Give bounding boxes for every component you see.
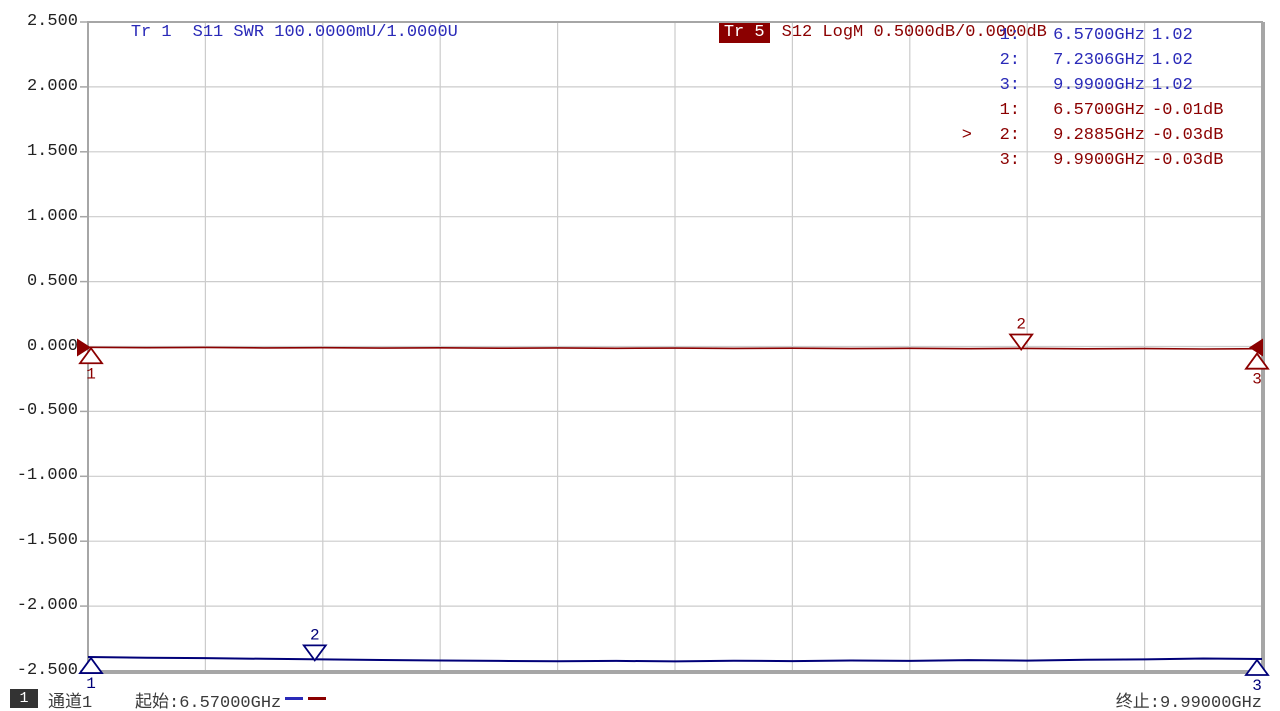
readout-pre: > — [961, 126, 972, 145]
y-axis-tick-label: 2.500 — [26, 12, 78, 31]
y-axis-tick-label: -1.500 — [16, 531, 78, 551]
readout-freq: 7.2306GHz — [1053, 51, 1145, 70]
readout-freq: 9.2885GHz — [1053, 126, 1145, 145]
readout-pre — [958, 73, 972, 98]
readout-num: 2: — [999, 51, 1020, 70]
start-frequency-label: 起始:6.57000GHz — [135, 694, 282, 711]
trace1-marker-1-triangle[interactable] — [78, 656, 104, 674]
readout-freq: 9.9900GHz — [1053, 76, 1145, 95]
readout-freq: 6.5700GHz — [1053, 26, 1145, 45]
trace5-marker-1-label: 1 — [86, 365, 96, 383]
trace5-params: S12 LogM 0.5000dB/0.0000dB — [781, 23, 1047, 42]
readout-val: 1.02 — [1152, 51, 1193, 70]
trace1-params: S11 SWR 100.0000mU/1.0000U — [192, 23, 458, 42]
trace5-marker-3-label: 3 — [1252, 371, 1262, 389]
y-axis-tick-label: -0.500 — [16, 401, 78, 421]
stop-frequency-label: 终止:9.99000GHz — [1115, 694, 1262, 711]
readout-pre — [958, 148, 972, 173]
y-axis-tick-label: 1.000 — [26, 206, 78, 226]
status-bar: 1 通道1 起始:6.57000GHz 终止:9.99000GHz — [0, 684, 1280, 711]
readout-pre — [958, 48, 972, 73]
readout-freq: 9.9900GHz — [1053, 151, 1145, 170]
y-axis-tick-label: -2.000 — [16, 596, 78, 616]
y-axis-tick-label: 2.000 — [26, 76, 78, 96]
readout-val: -0.01dB — [1152, 101, 1224, 120]
readout-val: -0.03dB — [1152, 151, 1224, 170]
readout-num: 3: — [999, 76, 1020, 95]
trace1-header: Tr 1 S11 SWR 100.0000mU/1.0000U — [90, 1, 458, 42]
trace1-marker-1-label: 1 — [86, 675, 96, 693]
trace1-marker-2-label: 2 — [310, 626, 320, 644]
readout-pre — [958, 23, 972, 48]
trace5-marker-1-triangle[interactable] — [78, 346, 104, 365]
channel-label: 通道1 — [48, 694, 93, 711]
y-axis-tick-label: 0.000 — [26, 336, 78, 356]
trace5-marker-2-triangle[interactable] — [1008, 333, 1034, 351]
y-axis-tick-label: 1.500 — [26, 141, 78, 161]
trace5-s12-logm — [87, 346, 1263, 350]
y-axis-tick-label: -2.500 — [16, 661, 78, 680]
trace1-marker-2-triangle[interactable] — [301, 644, 328, 662]
trace5-ref-indicator-left — [77, 338, 91, 357]
readout-num: 1: — [999, 26, 1020, 45]
readout-val: 1.02 — [1152, 76, 1193, 95]
y-axis-tick-label: 0.500 — [26, 271, 78, 291]
trace5-marker-row: 3: 9.9900GHz -0.03dB — [958, 148, 1224, 173]
trace5-marker-3-triangle[interactable] — [1244, 352, 1270, 370]
trace5-marker-row: >2: 9.2885GHz -0.03dB — [958, 123, 1224, 148]
trace1-marker-row: 2: 7.2306GHz 1.02 — [958, 48, 1223, 73]
trace1-marker-3-triangle[interactable] — [1244, 658, 1270, 676]
trace5-marker-row: 1: 6.5700GHz -0.01dB — [958, 98, 1224, 123]
readout-num: 3: — [999, 151, 1020, 170]
readout-freq: 6.5700GHz — [1053, 101, 1145, 120]
trace5-label[interactable]: Tr 5 — [718, 23, 770, 43]
y-axis-tick-label: -1.000 — [16, 466, 78, 486]
trace1-marker-3-label: 3 — [1252, 677, 1262, 695]
trace1-label[interactable]: Tr 1 — [130, 23, 172, 42]
trace5-legend-dash — [308, 697, 326, 700]
readout-val: -0.03dB — [1152, 126, 1224, 145]
trace5-marker-2-label: 2 — [1016, 315, 1026, 333]
marker-readout: 1: 6.5700GHz 1.02 2: 7.2306GHz 1.02 3: 9.9900GH… — [958, 23, 1224, 173]
trace5-header: Tr 5 S12 LogM 0.5000dB/0.0000dB — [678, 1, 1047, 43]
channel-badge[interactable]: 1 — [10, 689, 38, 708]
trace1-legend-dash — [285, 697, 303, 700]
trace1-marker-row: 1: 6.5700GHz 1.02 — [958, 23, 1223, 48]
trace1-marker-row: 3: 9.9900GHz 1.02 — [958, 73, 1223, 98]
trace1-s11-swr — [87, 656, 1263, 663]
readout-val: 1.02 — [1152, 26, 1193, 45]
readout-pre — [958, 98, 972, 123]
readout-num: 2: — [999, 126, 1020, 145]
trace5-ref-indicator-right — [1249, 338, 1263, 357]
readout-num: 1: — [999, 101, 1020, 120]
